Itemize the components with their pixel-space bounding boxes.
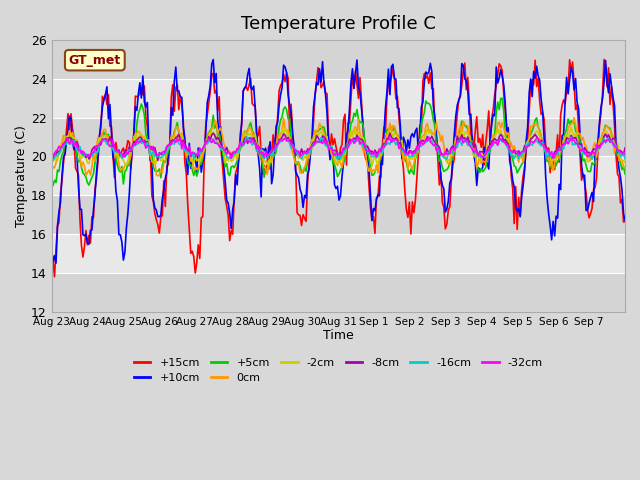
Line: -8cm: -8cm	[51, 133, 625, 160]
+5cm	[620, 163, 627, 169]
+10cm	[545, 211, 552, 217]
-2cm	[621, 160, 629, 166]
Text: GT_met: GT_met	[68, 54, 121, 67]
Line: +15cm: +15cm	[51, 60, 625, 277]
-32cm	[67, 138, 75, 144]
-2cm	[47, 155, 55, 160]
+15cm	[86, 240, 94, 246]
-16cm	[346, 141, 353, 147]
+15cm	[344, 120, 352, 126]
Legend: +15cm, +10cm, +5cm, 0cm, -2cm, -8cm, -16cm, -32cm: +15cm, +10cm, +5cm, 0cm, -2cm, -8cm, -16…	[129, 353, 547, 387]
Bar	[51, 40, 625, 79]
Bar	[51, 195, 625, 234]
0cm	[67, 132, 75, 138]
0cm	[543, 156, 551, 161]
-2cm	[458, 128, 466, 134]
-8cm	[621, 145, 629, 151]
Y-axis label: Temperature (C): Temperature (C)	[15, 125, 28, 227]
+10cm	[209, 57, 217, 62]
0cm	[154, 173, 162, 179]
-32cm	[85, 152, 93, 157]
+10cm	[47, 244, 55, 250]
-32cm	[47, 152, 55, 157]
+5cm	[621, 171, 629, 177]
+5cm	[68, 133, 76, 139]
+10cm	[68, 138, 76, 144]
-8cm	[545, 147, 552, 153]
+5cm	[499, 96, 506, 101]
0cm	[458, 134, 466, 140]
-2cm	[67, 131, 75, 137]
-8cm	[85, 156, 93, 162]
-32cm	[425, 134, 433, 140]
+10cm	[346, 106, 353, 112]
+15cm	[620, 219, 627, 225]
+10cm	[86, 228, 94, 233]
-32cm	[344, 145, 352, 151]
-16cm	[621, 156, 629, 162]
-16cm	[460, 137, 467, 143]
-8cm	[209, 131, 217, 136]
Line: -32cm: -32cm	[51, 137, 625, 158]
-2cm	[620, 158, 627, 164]
-32cm	[621, 151, 629, 157]
-8cm	[47, 154, 55, 159]
-16cm	[68, 141, 76, 146]
-8cm	[346, 136, 353, 142]
X-axis label: Time: Time	[323, 329, 354, 342]
-2cm	[543, 147, 551, 153]
Line: -16cm: -16cm	[51, 137, 625, 160]
+5cm	[47, 180, 55, 186]
Line: -2cm: -2cm	[51, 127, 625, 166]
Line: +10cm: +10cm	[51, 60, 625, 263]
-16cm	[243, 134, 250, 140]
+15cm	[600, 57, 608, 62]
Bar	[51, 118, 625, 156]
+5cm	[458, 119, 466, 124]
Line: 0cm: 0cm	[51, 118, 625, 176]
0cm	[621, 165, 629, 171]
+15cm	[68, 126, 76, 132]
-16cm	[620, 149, 627, 155]
-2cm	[85, 161, 93, 167]
0cm	[344, 141, 352, 146]
+10cm	[52, 260, 60, 266]
-16cm	[86, 153, 94, 159]
-32cm	[460, 140, 467, 145]
Title: Temperature Profile C: Temperature Profile C	[241, 15, 436, 33]
-32cm	[545, 147, 552, 153]
-8cm	[620, 153, 627, 158]
-8cm	[67, 135, 75, 141]
+15cm	[51, 274, 58, 280]
-32cm	[620, 149, 627, 155]
+15cm	[47, 255, 55, 261]
-2cm	[567, 124, 575, 130]
0cm	[570, 115, 578, 120]
-8cm	[460, 136, 467, 142]
+5cm	[344, 138, 352, 144]
-2cm	[342, 144, 350, 150]
+5cm	[545, 158, 552, 164]
0cm	[85, 167, 93, 173]
+15cm	[621, 219, 629, 225]
-32cm	[227, 156, 235, 161]
-2cm	[368, 163, 376, 169]
0cm	[47, 170, 55, 176]
Line: +5cm: +5cm	[51, 98, 625, 186]
+15cm	[458, 82, 466, 88]
-8cm	[154, 157, 162, 163]
+10cm	[621, 217, 629, 223]
+5cm	[86, 178, 94, 184]
+10cm	[620, 211, 627, 216]
+10cm	[460, 63, 467, 69]
+15cm	[543, 146, 551, 152]
Bar	[51, 273, 625, 312]
-16cm	[49, 157, 57, 163]
-16cm	[545, 149, 552, 155]
-16cm	[47, 155, 55, 160]
0cm	[620, 165, 627, 170]
+5cm	[49, 183, 57, 189]
